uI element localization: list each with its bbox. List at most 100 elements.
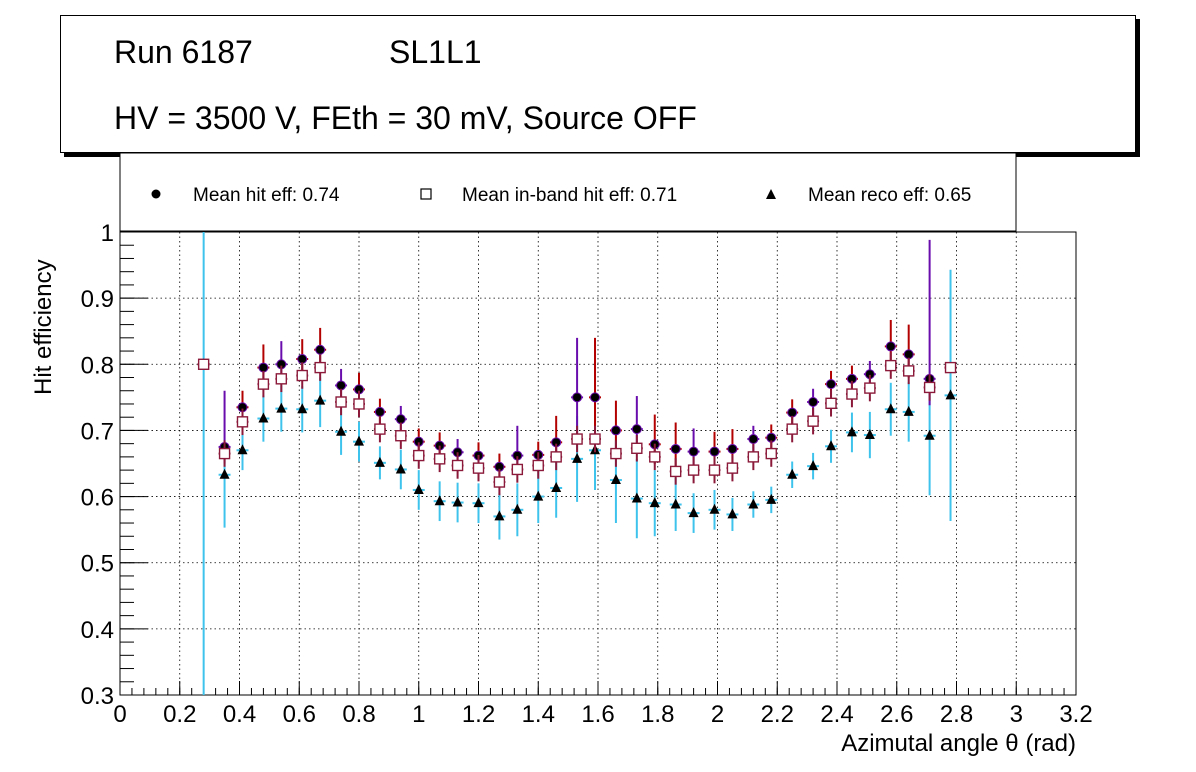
hit-eff-marker xyxy=(709,446,720,457)
hit-eff-marker xyxy=(748,434,759,445)
inband-eff-marker xyxy=(726,462,739,474)
data-point xyxy=(532,470,545,524)
y-tick-label: 0.8 xyxy=(81,352,114,379)
data-marks xyxy=(197,232,957,695)
reco-eff-marker xyxy=(494,510,505,521)
inband-eff-marker xyxy=(218,447,231,460)
data-point xyxy=(648,443,661,471)
reco-eff-marker xyxy=(551,481,562,492)
inband-eff-marker xyxy=(944,361,957,374)
y-tick-label: 0.5 xyxy=(81,551,114,578)
data-point xyxy=(571,425,584,453)
inband-eff-marker xyxy=(687,464,700,476)
data-point xyxy=(493,468,506,496)
data-point xyxy=(412,442,425,469)
y-tick-label: 1 xyxy=(101,220,114,247)
data-point xyxy=(433,481,446,522)
data-point xyxy=(825,429,837,463)
reco-eff-marker xyxy=(473,497,484,508)
data-point xyxy=(550,415,563,459)
data-point xyxy=(314,377,327,428)
reco-eff-marker xyxy=(336,425,347,436)
data-point xyxy=(609,440,622,467)
data-point xyxy=(669,458,682,485)
data-point xyxy=(726,497,739,531)
legend-frame xyxy=(119,152,1017,232)
reco-eff-marker xyxy=(670,498,681,509)
data-point xyxy=(472,483,485,524)
reco-eff-marker xyxy=(533,490,544,501)
hit-eff-marker xyxy=(374,406,385,417)
data-point xyxy=(353,390,365,418)
data-point xyxy=(433,445,446,473)
reco-eff-marker xyxy=(237,444,248,455)
inband-eff-marker xyxy=(296,369,308,382)
inband-eff-marker xyxy=(631,442,643,454)
y-tick-labels: 0.3 0.4 0.5 0.6 0.7 0.8 0.9 1 xyxy=(81,220,114,710)
inband-eff-marker xyxy=(610,447,622,460)
hit-eff-marker xyxy=(610,425,621,436)
data-point xyxy=(314,354,327,381)
inband-eff-marker xyxy=(708,464,721,476)
inband-eff-marker xyxy=(571,433,583,445)
data-point xyxy=(726,454,739,482)
data-point xyxy=(687,456,700,484)
reco-eff-marker xyxy=(766,493,777,504)
data-point xyxy=(807,407,820,435)
data-point xyxy=(765,486,778,514)
data-point xyxy=(296,362,309,389)
data-point xyxy=(825,390,837,417)
data-point xyxy=(944,361,957,374)
data-point xyxy=(257,370,270,398)
legend-marker-circle xyxy=(151,189,161,199)
reco-eff-marker xyxy=(808,460,819,471)
reco-eff-marker xyxy=(258,412,269,423)
data-point xyxy=(197,358,210,370)
x-tick-label: 1.2 xyxy=(462,701,495,728)
run-label: Run 6187 xyxy=(114,34,253,70)
data-point xyxy=(451,452,464,479)
data-point xyxy=(944,269,957,522)
hit-eff-marker xyxy=(315,344,326,355)
data-point xyxy=(845,412,858,453)
inband-eff-marker xyxy=(433,453,446,465)
reco-eff-marker xyxy=(945,389,956,400)
x-tick-label: 3 xyxy=(1010,701,1023,728)
inband-eff-marker xyxy=(314,361,326,374)
x-tick-label: 1.4 xyxy=(522,701,555,728)
inband-eff-marker xyxy=(846,388,858,400)
data-point xyxy=(687,493,700,533)
reco-eff-marker xyxy=(276,402,287,413)
inband-eff-marker xyxy=(335,396,347,408)
inband-eff-marker xyxy=(825,397,837,410)
inband-eff-marker xyxy=(511,463,524,476)
x-tick-label: 1 xyxy=(412,701,425,728)
hit-eff-marker xyxy=(395,414,406,425)
x-tick-label: 0.8 xyxy=(342,701,375,728)
reco-eff-marker xyxy=(903,405,914,416)
reco-eff-marker xyxy=(434,495,445,506)
data-point xyxy=(765,440,778,467)
x-tick-label: 0 xyxy=(113,701,126,728)
inband-eff-marker xyxy=(807,415,819,427)
hit-eff-marker xyxy=(826,379,837,390)
inband-eff-marker xyxy=(649,451,661,463)
x-tick-labels: 0 0.2 0.4 0.6 0.8 1 1.2 1.4 1.6 1.8 2 2.2 2.4 2.6 2.8 3… xyxy=(113,701,1092,728)
inband-eff-marker xyxy=(747,451,760,463)
reco-eff-marker xyxy=(512,503,523,514)
inband-eff-marker xyxy=(532,459,544,472)
data-point xyxy=(550,443,563,471)
data-point xyxy=(451,482,464,523)
data-point xyxy=(648,470,661,537)
data-point xyxy=(863,411,876,459)
data-point xyxy=(884,382,897,436)
inband-eff-marker xyxy=(765,447,777,460)
inband-eff-marker xyxy=(550,451,562,463)
x-tick-label: 2.2 xyxy=(761,701,794,728)
inband-eff-marker xyxy=(395,430,407,442)
data-point xyxy=(845,380,858,408)
data-point xyxy=(335,408,348,455)
data-point xyxy=(708,489,721,530)
inband-eff-marker xyxy=(472,462,485,474)
data-point xyxy=(353,421,365,462)
